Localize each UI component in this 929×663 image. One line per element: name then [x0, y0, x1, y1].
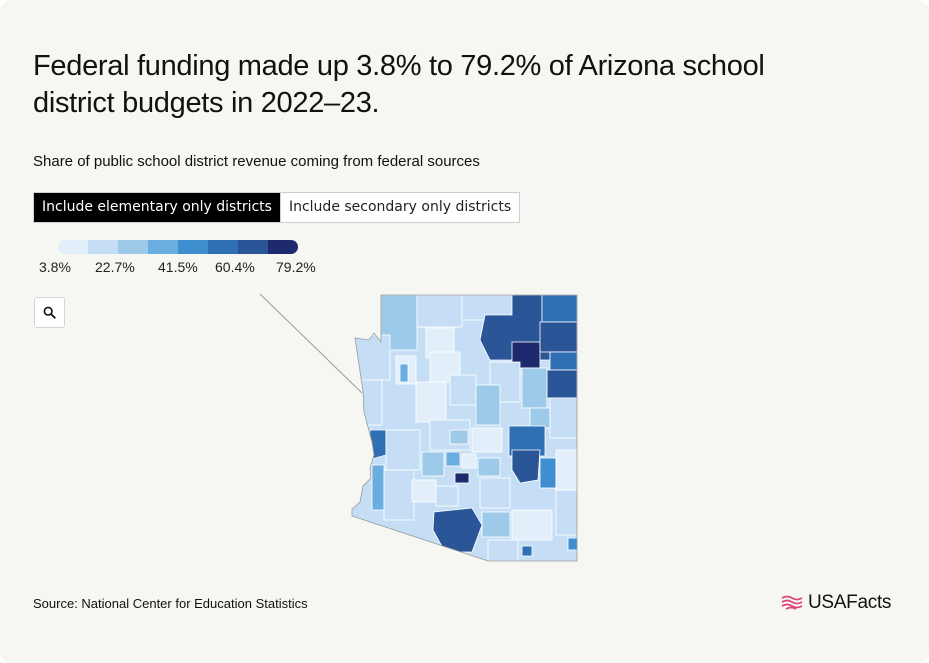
legend-swatch-4: [148, 240, 178, 254]
district-type-toggle: Include elementary only districts Includ…: [33, 192, 521, 223]
legend-label-2: 22.7%: [95, 259, 135, 275]
page-title: Federal funding made up 3.8% to 79.2% of…: [33, 50, 765, 119]
toggle-secondary-districts[interactable]: Include secondary only districts: [279, 193, 520, 222]
arizona-outline: [351, 294, 578, 562]
source-note: Source: National Center for Education St…: [33, 596, 308, 611]
district-shapes: [352, 295, 577, 561]
chart-subtitle: Share of public school district revenue …: [33, 153, 480, 170]
legend-swatch-3: [118, 240, 148, 254]
legend-labels: 3.8% 22.7% 41.5% 60.4% 79.2%: [33, 259, 333, 277]
legend-label-min: 3.8%: [39, 259, 71, 275]
legend-swatch-2: [88, 240, 118, 254]
zoom-button[interactable]: [34, 297, 65, 328]
legend-swatch-7: [238, 240, 268, 254]
flag-icon: [781, 595, 803, 610]
legend-swatch-5: [178, 240, 208, 254]
usafacts-logo[interactable]: USAFacts: [780, 592, 891, 614]
legend-swatch-8: [268, 240, 298, 254]
legend-swatches: [58, 240, 298, 254]
legend-label-max: 79.2%: [276, 259, 316, 275]
logo-wordmark: USAFacts: [808, 592, 892, 613]
legend-swatch-1: [58, 240, 88, 254]
zoom-connector-line: [259, 293, 363, 394]
search-icon: [43, 306, 56, 319]
arizona-map-svg: [259, 293, 578, 562]
toggle-elementary-districts[interactable]: Include elementary only districts: [34, 193, 280, 222]
legend-label-3: 41.5%: [158, 259, 198, 275]
color-legend: [58, 240, 298, 254]
legend-swatch-6: [208, 240, 238, 254]
arizona-district-map: [250, 290, 590, 565]
legend-label-4: 60.4%: [215, 259, 255, 275]
